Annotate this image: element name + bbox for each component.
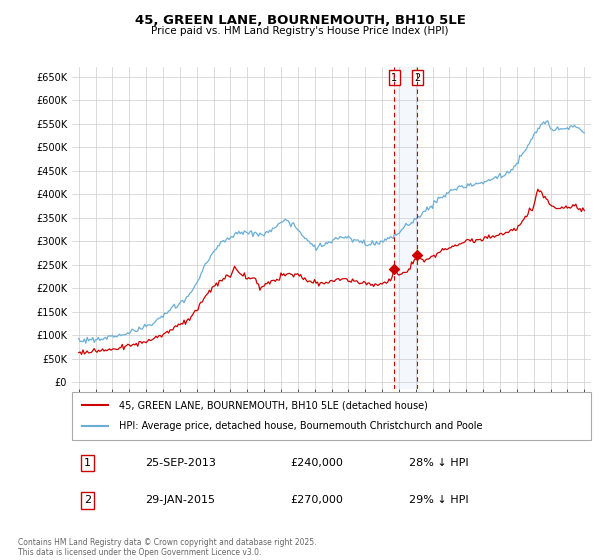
Point	[389, 265, 399, 274]
Text: 1: 1	[391, 73, 397, 82]
Text: 2: 2	[84, 496, 91, 506]
Bar	[394, 67, 417, 389]
Text: 1: 1	[84, 458, 91, 468]
Text: 28% ↓ HPI: 28% ↓ HPI	[409, 458, 469, 468]
Text: Price paid vs. HM Land Registry's House Price Index (HPI): Price paid vs. HM Land Registry's House …	[151, 26, 449, 36]
Text: £270,000: £270,000	[290, 496, 343, 506]
Text: Contains HM Land Registry data © Crown copyright and database right 2025.
This d: Contains HM Land Registry data © Crown c…	[18, 538, 317, 557]
Text: 29% ↓ HPI: 29% ↓ HPI	[409, 496, 469, 506]
Text: HPI: Average price, detached house, Bournemouth Christchurch and Poole: HPI: Average price, detached house, Bour…	[119, 421, 482, 431]
Text: 25-SEP-2013: 25-SEP-2013	[145, 458, 215, 468]
Text: 45, GREEN LANE, BOURNEMOUTH, BH10 5LE (detached house): 45, GREEN LANE, BOURNEMOUTH, BH10 5LE (d…	[119, 400, 428, 410]
Text: 2: 2	[414, 73, 420, 82]
Text: 29-JAN-2015: 29-JAN-2015	[145, 496, 215, 506]
FancyBboxPatch shape	[72, 392, 591, 440]
Point	[412, 251, 422, 260]
Text: £240,000: £240,000	[290, 458, 343, 468]
Text: 45, GREEN LANE, BOURNEMOUTH, BH10 5LE: 45, GREEN LANE, BOURNEMOUTH, BH10 5LE	[134, 14, 466, 27]
